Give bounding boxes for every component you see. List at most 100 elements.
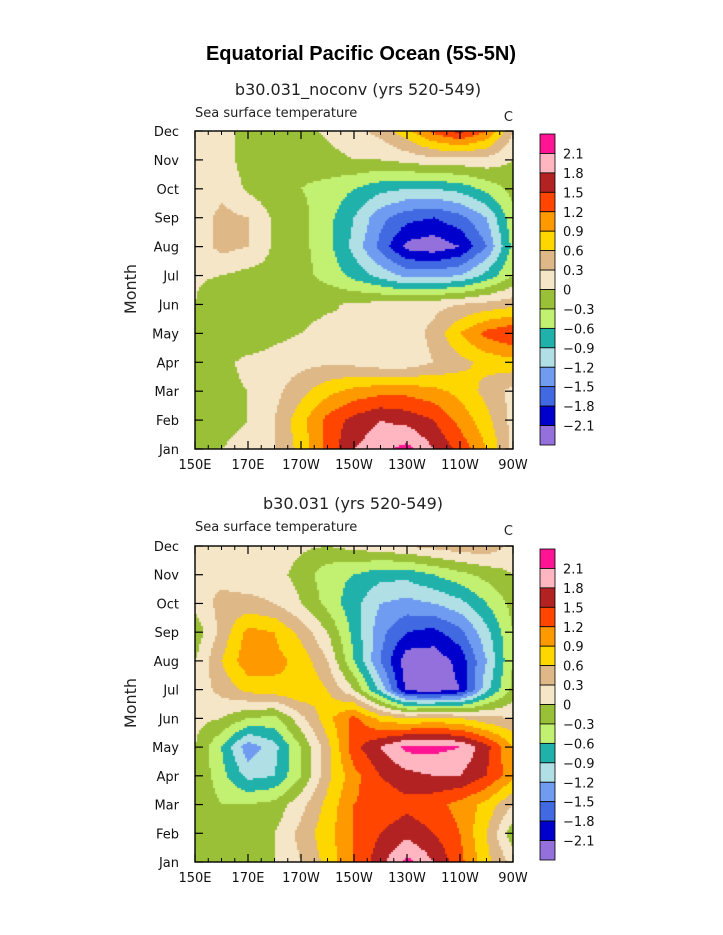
colorbar-label: 0.9 — [563, 640, 584, 655]
colorbar-label: −0.6 — [563, 737, 595, 752]
colorbar-box — [539, 645, 556, 667]
x-tick-label: 90W — [498, 871, 528, 886]
panel-top: b30.031_noconv (yrs 520-549) Sea surface… — [121, 80, 595, 473]
panel-bottom-title: b30.031 (yrs 520-549) — [263, 494, 443, 513]
colorbar-box — [539, 133, 556, 154]
panel-top-ylabel: Month — [121, 264, 140, 314]
panel-top-axes: 150E 170E 170W 150W 130W 110W 90W Jan Feb Mar Apr M… — [152, 125, 528, 473]
colorbar-box — [539, 211, 556, 232]
colorbar-label: 0.3 — [563, 264, 584, 279]
colorbar-label: −1.8 — [563, 400, 595, 415]
panel-top-right-label: C — [504, 110, 513, 125]
panel-bottom: b30.031 (yrs 520-549) Sea surface temper… — [121, 494, 595, 886]
x-tick-label: 170E — [231, 458, 264, 473]
panel-bottom-right-label: C — [504, 524, 513, 539]
colorbar-label: 2.1 — [563, 562, 584, 577]
panel-bottom-axes: 150E 170E 170W 150W 130W 110W 90W Jan Feb Mar Apr M… — [152, 540, 528, 886]
colorbar-label: 1.8 — [563, 167, 584, 182]
colorbar-label: −1.2 — [563, 361, 595, 376]
colorbar-box — [539, 269, 556, 290]
colorbar-label: −0.3 — [563, 303, 595, 318]
y-tick-label: Nov — [154, 569, 180, 584]
y-tick-label: Aug — [154, 655, 179, 670]
y-tick-label: Jul — [162, 684, 179, 699]
colorbar-box — [539, 665, 556, 686]
x-tick-label: 150W — [335, 871, 373, 886]
y-tick-label: Oct — [157, 597, 179, 612]
colorbar-box — [539, 153, 556, 174]
y-tick-label: Dec — [154, 540, 179, 555]
colorbar-box — [539, 327, 556, 349]
contour-fill-image — [195, 131, 513, 449]
colorbar-box — [539, 366, 556, 388]
y-tick-label: Feb — [156, 414, 179, 429]
y-tick-label: Sep — [154, 626, 179, 641]
y-tick-label: Aug — [154, 241, 179, 256]
colorbar-box — [539, 762, 556, 783]
x-tick-label: 170E — [231, 871, 264, 886]
x-tick-label: 110W — [441, 871, 479, 886]
colorbar-label: 0.9 — [563, 225, 584, 240]
y-tick-label: Jan — [158, 856, 179, 871]
y-tick-label: Jun — [158, 712, 179, 727]
colorbar-label: −2.1 — [563, 835, 595, 850]
colorbar-box — [539, 840, 556, 861]
colorbar-label: 0.6 — [563, 245, 584, 260]
colorbar-box — [539, 626, 556, 647]
colorbar-box — [539, 568, 556, 589]
x-tick-label: 130W — [388, 871, 426, 886]
y-tick-label: Jul — [162, 270, 179, 285]
panel-bottom-colorbar: 2.1 1.8 1.5 1.2 0.9 0.6 0.3 0 −0.3 −0.6 −0.9 −1.2 −1… — [539, 548, 595, 861]
colorbar-label: −0.9 — [563, 342, 595, 357]
panel-top-left-label: Sea surface temperature — [195, 106, 357, 121]
colorbar-label: 1.8 — [563, 582, 584, 597]
colorbar-box — [539, 250, 556, 271]
x-tick-label: 90W — [498, 458, 528, 473]
colorbar-box — [539, 405, 556, 426]
contour-fill-image — [195, 546, 513, 862]
colorbar-label: 0 — [563, 699, 571, 714]
x-tick-label: 150W — [335, 458, 373, 473]
y-tick-label: Mar — [154, 799, 179, 814]
colorbar-box — [539, 606, 556, 628]
y-tick-label: Feb — [156, 827, 179, 842]
panel-top-title: b30.031_noconv (yrs 520-549) — [235, 80, 481, 100]
x-tick-label: 110W — [441, 458, 479, 473]
colorbar-label: −1.8 — [563, 815, 595, 830]
colorbar-box — [539, 820, 556, 841]
colorbar-label: −1.5 — [563, 796, 595, 811]
colorbar-box — [539, 587, 556, 608]
y-tick-label: Nov — [154, 154, 180, 169]
colorbar-label: 1.2 — [563, 621, 584, 636]
y-tick-label: Dec — [154, 125, 179, 140]
colorbar-box — [539, 191, 556, 213]
colorbar-label: −1.5 — [563, 381, 595, 396]
colorbar-label: 0 — [563, 284, 571, 299]
colorbar-label: 1.5 — [563, 186, 584, 201]
colorbar-label: −0.9 — [563, 757, 595, 772]
colorbar-box — [539, 289, 556, 310]
colorbar-label: −0.3 — [563, 718, 595, 733]
colorbar-box — [539, 742, 556, 764]
colorbar-label: 2.1 — [563, 147, 584, 162]
colorbar-box — [539, 704, 556, 725]
colorbar-box — [539, 781, 556, 803]
panel-bottom-contour-field — [195, 546, 513, 862]
x-tick-label: 130W — [388, 458, 426, 473]
colorbar-box — [539, 347, 556, 368]
colorbar-label: 1.2 — [563, 206, 584, 221]
colorbar-label: 1.5 — [563, 601, 584, 616]
colorbar-box — [539, 425, 556, 446]
colorbar-label: −1.2 — [563, 776, 595, 791]
y-tick-label: Apr — [157, 356, 180, 371]
colorbar-box — [539, 386, 556, 407]
colorbar-box — [539, 230, 556, 252]
y-tick-label: Sep — [154, 212, 179, 227]
colorbar-label: −0.6 — [563, 322, 595, 337]
panel-top-colorbar: 2.1 1.8 1.5 1.2 0.9 0.6 0.3 0 −0.3 −0.6 −0.9 −1.2 −1… — [539, 133, 595, 446]
x-tick-label: 170W — [282, 871, 320, 886]
panel-top-contour-field — [195, 131, 513, 449]
y-tick-label: Jan — [158, 443, 179, 458]
x-tick-label: 170W — [282, 458, 320, 473]
